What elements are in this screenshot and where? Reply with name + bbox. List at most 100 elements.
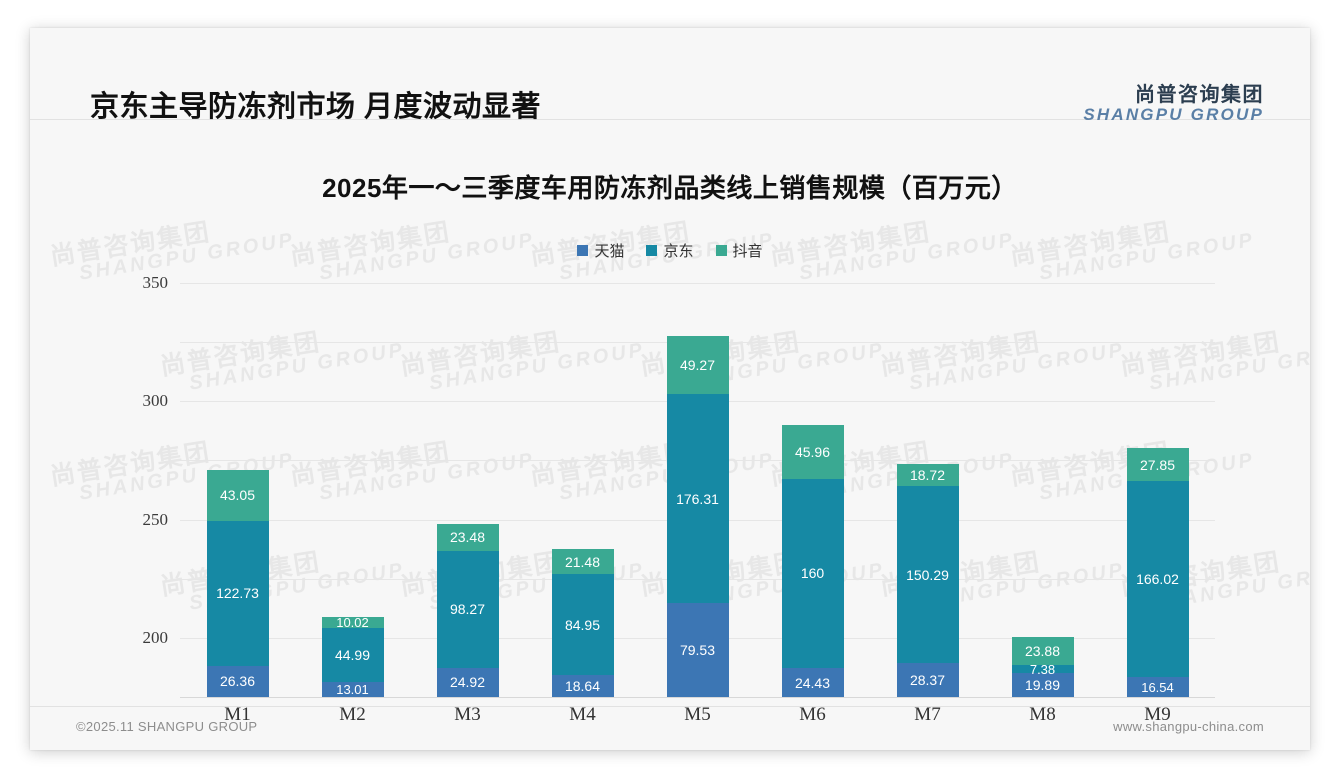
- bar-group-M3[interactable]: 24.92 98.27 23.48: [410, 283, 525, 697]
- bar-segment-抖音[interactable]: 43.05: [206, 469, 269, 521]
- bar-segment-京东[interactable]: 160: [781, 478, 844, 669]
- bar-value-label: 44.99: [334, 647, 371, 664]
- bar-segment-京东[interactable]: 176.31: [666, 394, 729, 603]
- bar-value-label: 43.05: [219, 487, 256, 504]
- bar-group-M8[interactable]: 19.89 7.38 23.88: [985, 283, 1100, 697]
- bar-segment-抖音[interactable]: 23.48: [436, 523, 499, 552]
- bar-value-label: 45.96: [794, 443, 831, 460]
- bar-group-M9[interactable]: 16.54 166.02 27.85: [1100, 283, 1215, 697]
- x-axis-tick-label: M3: [454, 704, 481, 725]
- bar-segment-天猫[interactable]: 19.89: [1011, 673, 1074, 697]
- bar-stack: 19.89 7.38 23.88: [1011, 636, 1074, 697]
- bar-value-label: 84.95: [564, 616, 601, 633]
- bar-group-M1[interactable]: 26.36 122.73 43.05: [180, 283, 295, 697]
- bar-segment-京东[interactable]: 150.29: [896, 485, 959, 664]
- bar-segment-京东[interactable]: 98.27: [436, 551, 499, 668]
- bar-value-label: 98.27: [449, 601, 486, 618]
- bar-value-label: 49.27: [679, 357, 716, 374]
- bar-group-M2[interactable]: 13.01 44.99 10.02: [295, 283, 410, 697]
- watermark-chinese-text: 尚普咨询集团: [768, 217, 933, 271]
- x-axis-tick-label: M4: [569, 704, 596, 725]
- watermark-chinese-text: 尚普咨询集团: [48, 217, 213, 271]
- bar-group-M5[interactable]: 79.53 176.31 49.27: [640, 283, 755, 697]
- watermark-chinese-text: 尚普咨询集团: [528, 217, 693, 271]
- bar-segment-天猫[interactable]: 16.54: [1126, 677, 1189, 697]
- x-axis-tick-label: M5: [684, 704, 711, 725]
- bar-group-M7[interactable]: 28.37 150.29 18.72: [870, 283, 985, 697]
- bar-segment-抖音[interactable]: 27.85: [1126, 448, 1189, 482]
- y-axis-tick-label: 300: [142, 391, 169, 411]
- footer-copyright: ©2025.11 SHANGPU GROUP: [76, 719, 258, 734]
- bar-stack: 16.54 166.02 27.85: [1126, 448, 1189, 697]
- bar-segment-天猫[interactable]: 24.43: [781, 668, 844, 697]
- bar-value-label: 18.72: [909, 466, 946, 483]
- footer-website: www.shangpu-china.com: [1113, 719, 1264, 734]
- chart-plot-area: 050100150200250300350 26.36122.7343.0513…: [143, 273, 1215, 750]
- bar-value-label: 79.53: [679, 641, 716, 658]
- bar-segment-抖音[interactable]: 49.27: [666, 336, 729, 395]
- bar-segment-天猫[interactable]: 13.01: [321, 681, 384, 697]
- x-axis-tick-label: M7: [914, 704, 941, 725]
- bar-value-label: 16.54: [1141, 679, 1174, 695]
- bar-value-label: 23.88: [1024, 642, 1061, 659]
- y-axis-tick-label: 150: [143, 746, 169, 750]
- bar-value-label: 176.31: [676, 490, 719, 507]
- bar-segment-京东[interactable]: 166.02: [1126, 481, 1189, 678]
- watermark-chinese-text: 尚普咨询集团: [1008, 217, 1173, 271]
- bar-segment-京东[interactable]: 7.38: [1011, 661, 1074, 677]
- x-axis-tick-label: M2: [339, 704, 366, 725]
- bar-segment-抖音[interactable]: 18.72: [896, 463, 959, 486]
- chart-legend: 天猫 京东 抖音: [30, 240, 1310, 261]
- bar-segment-抖音[interactable]: 23.88: [1011, 636, 1074, 665]
- bar-stack: 79.53 176.31 49.27: [666, 336, 729, 697]
- bar-value-label: 122.73: [216, 585, 259, 602]
- x-axis-line: [180, 697, 1215, 698]
- bar-segment-京东[interactable]: 122.73: [206, 520, 269, 666]
- bar-segment-京东[interactable]: 44.99: [321, 628, 384, 682]
- legend-swatch-icon: [646, 245, 658, 256]
- bar-stack: 18.64 84.95 21.48: [551, 549, 614, 697]
- bar-value-label: 13.01: [336, 681, 369, 697]
- page-title: 京东主导防冻剂市场 月度波动显著: [90, 91, 542, 123]
- bar-value-label: 160: [800, 565, 825, 582]
- bar-stack: 24.43 160 45.96: [781, 424, 844, 697]
- bar-groups: 26.36 122.73 43.05 13.01 44.99 10.02 24.92 98.2…: [180, 283, 1215, 697]
- y-axis-tick-label: 200: [142, 627, 169, 647]
- bar-value-label: 7.38: [1029, 661, 1056, 677]
- bar-segment-天猫[interactable]: 24.92: [436, 667, 499, 697]
- x-axis-tick-label: M9: [1144, 704, 1171, 725]
- bar-segment-抖音[interactable]: 45.96: [781, 424, 844, 479]
- bar-stack: 24.92 98.27 23.48: [436, 523, 499, 697]
- x-axis-tick-label: M1: [224, 704, 251, 725]
- watermark-chinese-text: 尚普咨询集团: [288, 217, 453, 271]
- bar-segment-天猫[interactable]: 18.64: [551, 674, 614, 697]
- bar-segment-天猫[interactable]: 26.36: [206, 665, 269, 697]
- bar-segment-抖音[interactable]: 21.48: [551, 549, 614, 575]
- bar-segment-京东[interactable]: 84.95: [551, 574, 614, 675]
- logo-english-text: SHANGPU GROUP: [1083, 105, 1264, 124]
- legend-item-0[interactable]: 天猫: [577, 240, 624, 261]
- bar-value-label: 21.48: [564, 553, 601, 570]
- bar-segment-天猫[interactable]: 28.37: [896, 663, 959, 697]
- brand-logo: 尚普咨询集团 SHANGPU GROUP: [1083, 85, 1264, 124]
- bar-segment-天猫[interactable]: 79.53: [666, 602, 729, 697]
- logo-chinese-text: 尚普咨询集团: [1135, 84, 1264, 106]
- y-axis-tick-label: 250: [142, 509, 169, 529]
- slide-footer: ©2025.11 SHANGPU GROUP www.shangpu-china…: [30, 706, 1310, 750]
- legend-label: 抖音: [732, 243, 763, 260]
- legend-item-1[interactable]: 京东: [646, 240, 694, 261]
- y-axis-tick-label: 350: [142, 273, 169, 292]
- bar-value-label: 27.85: [1139, 456, 1176, 473]
- bar-value-label: 26.36: [219, 673, 256, 690]
- bar-group-M4[interactable]: 18.64 84.95 21.48: [525, 283, 640, 697]
- legend-item-2[interactable]: 抖音: [715, 240, 763, 261]
- gridline: 350: [143, 273, 1215, 292]
- bar-group-M6[interactable]: 24.43 160 45.96: [755, 283, 870, 697]
- bar-value-label: 24.43: [794, 674, 831, 691]
- bar-value-label: 24.92: [449, 674, 486, 691]
- bar-segment-抖音[interactable]: 10.02: [321, 616, 384, 629]
- bar-value-label: 150.29: [906, 566, 949, 583]
- bar-value-label: 19.89: [1024, 677, 1061, 694]
- legend-label: 天猫: [594, 243, 625, 260]
